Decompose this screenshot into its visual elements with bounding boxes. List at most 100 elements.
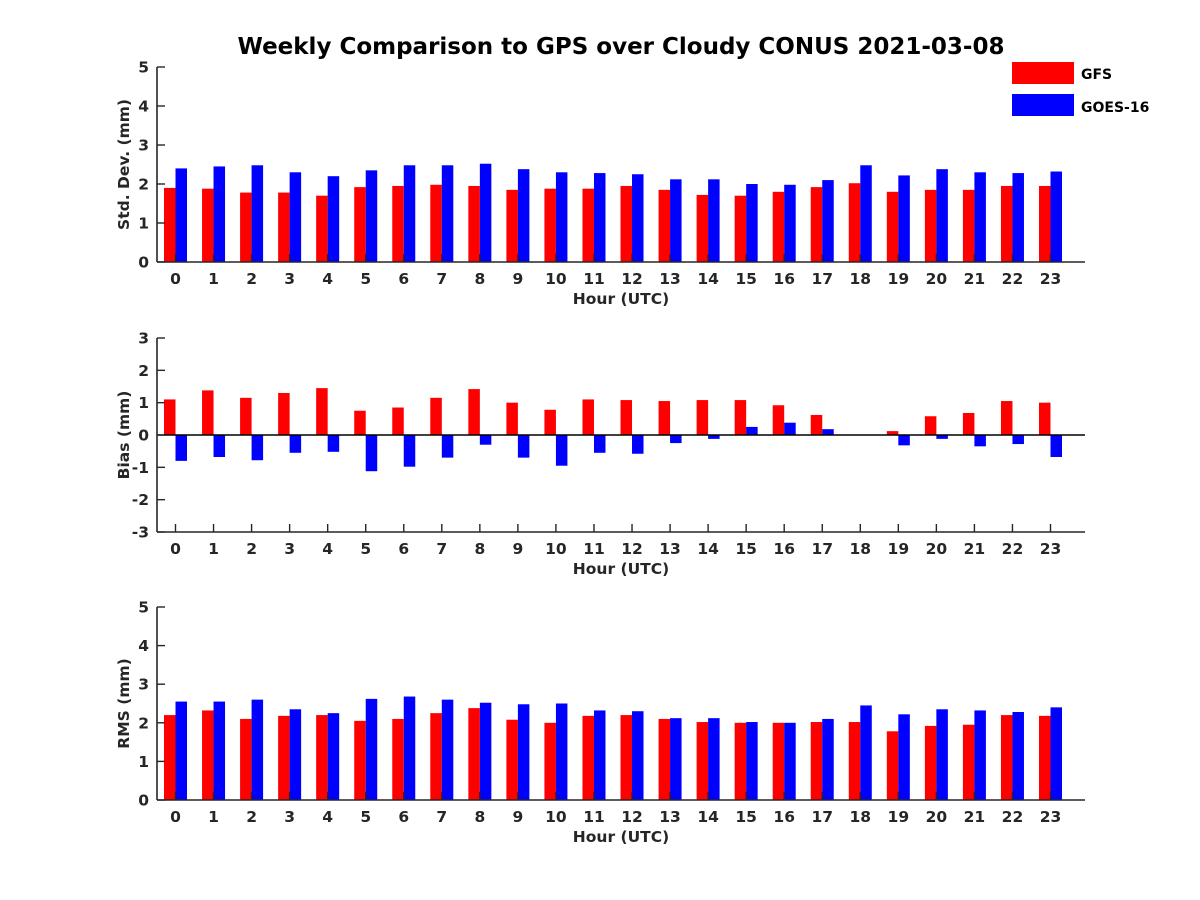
y-tick-label: 0	[138, 427, 149, 445]
bar-rms-goes16-2	[251, 699, 264, 800]
x-tick-label: 21	[964, 270, 986, 288]
bar-rms-goes16-3	[289, 709, 302, 800]
bar-std-dev-gfs-3	[278, 192, 290, 262]
y-axis-label: RMS (mm)	[115, 658, 133, 748]
x-tick-label: 2	[246, 540, 257, 558]
x-tick-label: 13	[659, 540, 681, 558]
x-tick-label: 4	[322, 540, 333, 558]
bar-std-dev-goes16-12	[632, 174, 644, 262]
x-tick-label: 19	[888, 540, 910, 558]
bar-rms-gfs-5	[354, 720, 366, 800]
x-tick-label: 15	[735, 270, 757, 288]
bar-bias-gfs-5	[354, 410, 366, 435]
y-tick-label: 0	[138, 254, 149, 272]
x-tick-label: 10	[545, 270, 567, 288]
bar-bias-gfs-23	[1039, 402, 1051, 435]
bar-std-dev-gfs-1	[202, 188, 214, 262]
bar-bias-gfs-22	[1000, 401, 1013, 435]
bar-bias-gfs-17	[810, 414, 823, 435]
bar-rms-gfs-1	[202, 710, 214, 800]
y-tick-label: 2	[138, 362, 149, 380]
bar-std-dev-goes16-23	[1050, 171, 1062, 262]
legend: GFS GOES-16	[1012, 62, 1149, 116]
bar-rms-gfs-17	[810, 722, 823, 800]
bar-std-dev-goes16-19	[898, 175, 910, 262]
bar-std-dev-gfs-21	[962, 189, 975, 262]
bar-bias-gfs-10	[544, 409, 556, 435]
x-tick-label: 8	[474, 540, 485, 558]
bar-rms-goes16-19	[898, 714, 910, 800]
bar-bias-goes16-22	[1012, 435, 1024, 445]
bar-std-dev-goes16-17	[822, 180, 834, 262]
bar-rms-goes16-21	[974, 710, 986, 800]
x-tick-label: 1	[208, 808, 219, 826]
x-tick-label: 11	[583, 808, 605, 826]
bar-bias-goes16-5	[365, 435, 378, 472]
bar-bias-gfs-21	[962, 413, 975, 435]
y-tick-label: 3	[138, 676, 149, 694]
bar-std-dev-goes16-4	[327, 176, 340, 262]
x-tick-label: 10	[545, 808, 567, 826]
bar-rms-goes16-11	[593, 710, 606, 800]
x-tick-label: 20	[926, 540, 948, 558]
x-tick-label: 11	[583, 270, 605, 288]
x-tick-label: 17	[811, 540, 833, 558]
bar-std-dev-gfs-6	[392, 185, 404, 262]
y-tick-label: 0	[138, 792, 149, 810]
x-tick-label: 7	[436, 808, 447, 826]
legend-label-gfs: GFS	[1081, 67, 1112, 83]
bar-std-dev-goes16-10	[555, 172, 568, 262]
x-tick-label: 8	[474, 270, 485, 288]
bar-rms-goes16-18	[860, 705, 872, 800]
bar-bias-goes16-12	[632, 435, 644, 454]
bar-std-dev-goes16-1	[213, 166, 226, 262]
x-tick-label: 3	[284, 808, 295, 826]
bar-rms-gfs-10	[544, 722, 556, 800]
bar-rms-gfs-3	[278, 715, 290, 800]
bar-rms-goes16-10	[555, 703, 568, 800]
bar-bias-goes16-11	[593, 435, 606, 453]
bar-rms-goes16-6	[403, 696, 416, 800]
bar-std-dev-gfs-22	[1000, 185, 1013, 262]
legend-label-goes16: GOES-16	[1081, 100, 1149, 116]
bar-rms-gfs-2	[240, 718, 252, 800]
x-tick-label: 14	[697, 808, 719, 826]
bar-std-dev-gfs-11	[582, 188, 594, 262]
x-tick-label: 12	[621, 270, 643, 288]
bar-bias-gfs-15	[734, 400, 747, 435]
bar-rms-goes16-14	[708, 718, 720, 800]
x-tick-label: 3	[284, 540, 295, 558]
bar-rms-goes16-7	[441, 699, 454, 800]
bar-std-dev-goes16-0	[175, 168, 187, 262]
bar-std-dev-gfs-4	[316, 195, 328, 262]
x-tick-label: 19	[888, 270, 910, 288]
bar-rms-gfs-7	[430, 713, 442, 800]
bar-bias-gfs-19	[886, 431, 899, 435]
bar-std-dev-goes16-22	[1012, 173, 1024, 262]
chart-title: Weekly Comparison to GPS over Cloudy CON…	[238, 34, 1005, 60]
bar-rms-gfs-13	[658, 718, 671, 800]
x-tick-label: 9	[512, 808, 523, 826]
bar-std-dev-goes16-18	[860, 165, 872, 262]
bar-bias-goes16-9	[517, 435, 530, 458]
y-tick-label: 1	[138, 753, 149, 771]
x-tick-label: 9	[512, 540, 523, 558]
bar-bias-goes16-17	[822, 429, 834, 435]
bar-std-dev-gfs-15	[734, 195, 747, 262]
bar-bias-goes16-4	[327, 435, 340, 452]
x-tick-label: 23	[1040, 540, 1062, 558]
bar-rms-gfs-6	[392, 718, 404, 800]
legend-swatch-goes16	[1012, 94, 1074, 116]
x-tick-label: 22	[1002, 270, 1024, 288]
x-axis-label: Hour (UTC)	[573, 290, 669, 308]
bar-rms-goes16-15	[746, 722, 758, 800]
x-tick-label: 20	[926, 808, 948, 826]
x-tick-label: 6	[398, 808, 409, 826]
bar-bias-goes16-19	[898, 435, 910, 446]
bar-rms-gfs-16	[772, 722, 785, 800]
bar-rms-gfs-14	[696, 722, 709, 800]
bar-rms-goes16-5	[365, 698, 378, 800]
bar-rms-gfs-18	[848, 722, 861, 800]
bar-std-dev-goes16-20	[936, 169, 948, 262]
bar-std-dev-gfs-10	[544, 188, 556, 262]
